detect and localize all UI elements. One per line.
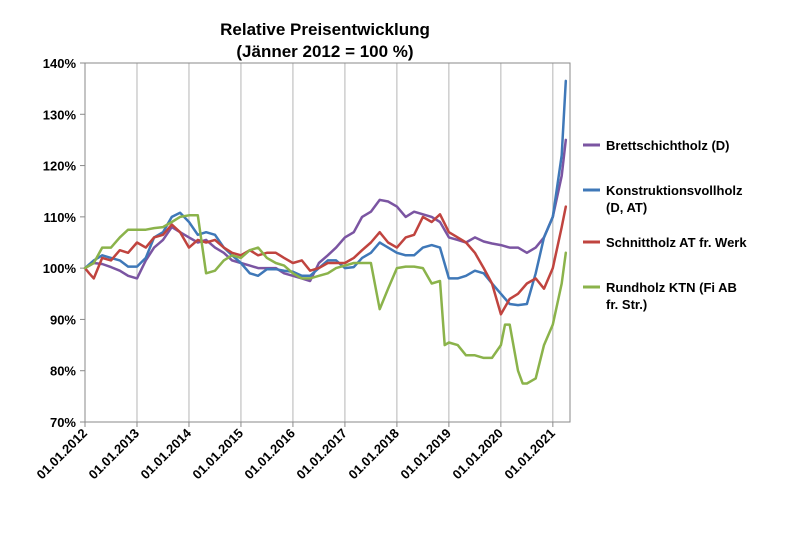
legend-label-4: Rundholz KTN (Fi AB fr. Str.) <box>606 280 737 312</box>
plot-area <box>84 62 571 423</box>
y-tick-label: 90% <box>50 312 76 327</box>
x-tick-label: 01.01.2020 <box>449 426 506 483</box>
y-tick-label: 110% <box>43 210 76 225</box>
x-tick-label: 01.01.2014 <box>137 425 194 482</box>
x-tick-label: 01.01.2019 <box>397 426 454 483</box>
chart-title: Relative Preisentwicklung <box>220 20 430 39</box>
x-tick-label: 01.01.2012 <box>33 426 90 483</box>
y-tick-label: 100% <box>43 261 77 276</box>
y-tick-label: 130% <box>43 107 77 122</box>
y-axis: 70% 80% 90% 100% 110% 120% 130% 140% <box>43 56 85 430</box>
y-tick-label: 140% <box>43 56 77 71</box>
x-tick-label: 01.01.2021 <box>501 426 558 483</box>
legend: Brettschichtholz (D) Konstruktionsvollhol… <box>583 138 747 312</box>
series-line-2 <box>83 79 568 307</box>
x-tick-label: 01.01.2013 <box>85 426 142 483</box>
x-tick-label: 01.01.2016 <box>241 426 298 483</box>
gridlines <box>136 63 554 422</box>
chart-subtitle: (Jänner 2012 = 100 %) <box>236 42 413 61</box>
y-tick-label: 120% <box>43 159 77 174</box>
y-tick-label: 80% <box>50 364 76 379</box>
legend-label-2: Konstruktionsvollholz (D, AT) <box>606 183 743 215</box>
y-tick-label: 70% <box>50 415 76 430</box>
series-line-4 <box>83 214 568 385</box>
series-line-1 <box>83 138 568 283</box>
x-tick-label: 01.01.2017 <box>293 426 350 483</box>
series-lines <box>83 79 568 385</box>
x-tick-label: 01.01.2015 <box>189 426 246 483</box>
series-line-3 <box>83 205 568 316</box>
x-tick-label: 01.01.2018 <box>345 426 402 483</box>
legend-label-3: Schnittholz AT fr. Werk <box>606 235 747 250</box>
x-axis: 01.01.201201.01.201301.01.201401.01.2015… <box>33 422 558 483</box>
legend-label-1: Brettschichtholz (D) <box>606 138 730 153</box>
